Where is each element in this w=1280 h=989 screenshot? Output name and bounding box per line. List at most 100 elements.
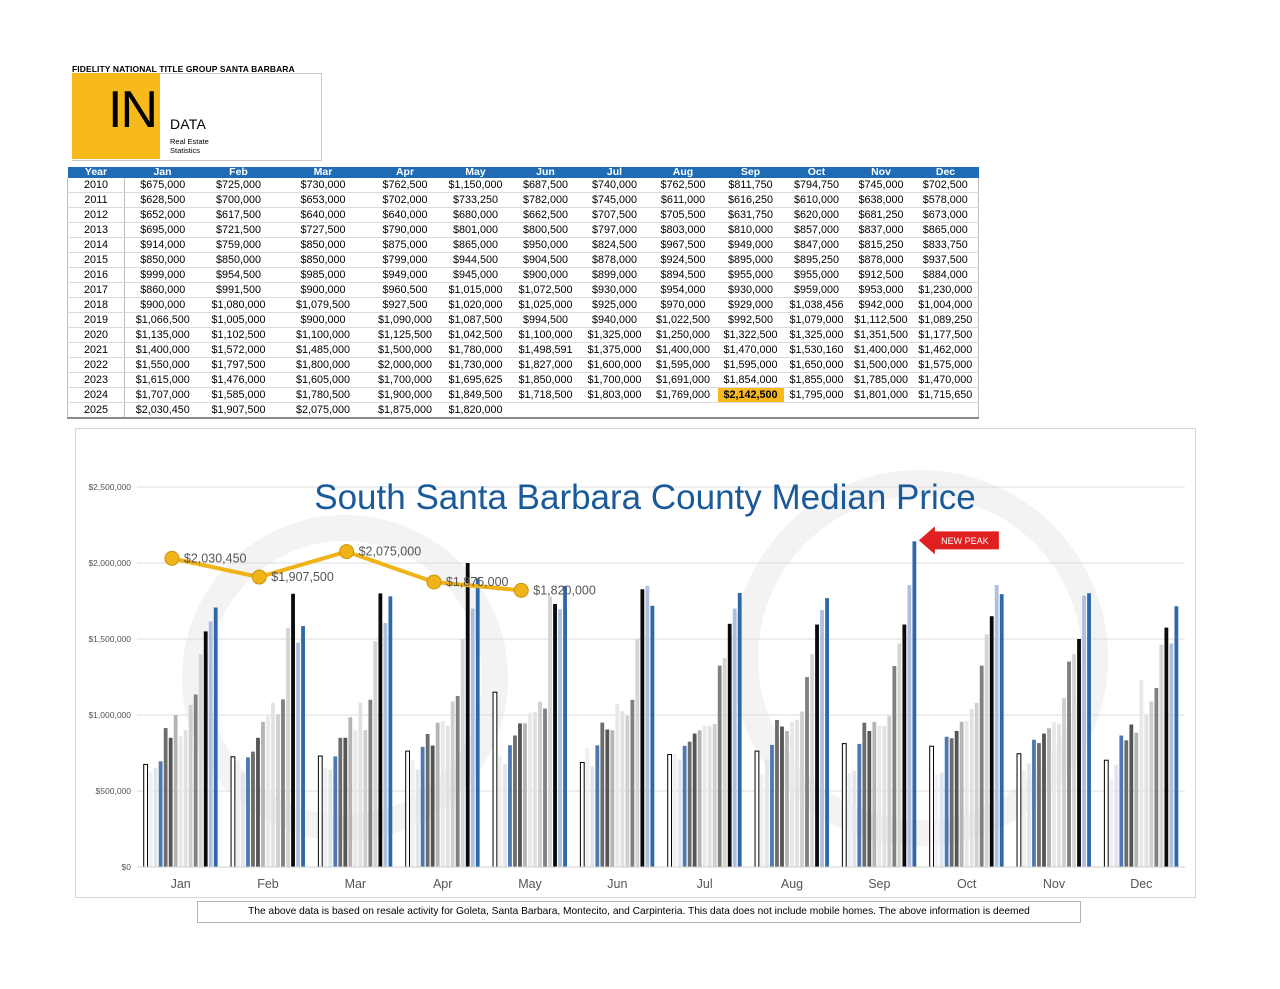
price-cell: $914,000 (124, 237, 201, 253)
year-cell: 2012 (67, 207, 125, 223)
price-cell: $1,150,000 (440, 178, 511, 193)
bar-2012-may (503, 763, 507, 867)
price-cell: $700,000 (200, 192, 277, 208)
bar-2022-jul (727, 623, 732, 867)
bar-2015-may (518, 723, 522, 867)
bar-2011-mar (323, 767, 328, 867)
bar-2014-mar (338, 737, 343, 867)
overlay-point-2025 (339, 544, 355, 560)
price-cell: $2,075,000 (276, 402, 370, 419)
price-cell: $949,000 (717, 237, 784, 253)
bar-2017-sep (877, 725, 882, 867)
year-cell: 2013 (67, 222, 125, 238)
column-header-oct: Oct (783, 167, 850, 178)
price-cell: $1,042,500 (440, 327, 511, 343)
price-cell: $1,079,500 (276, 297, 370, 313)
column-header-sep: Sep (717, 167, 784, 178)
price-cell: $1,022,500 (648, 312, 718, 328)
x-tick-label: Jan (171, 877, 191, 891)
price-cell: $1,102,500 (200, 327, 277, 343)
disclaimer-footer: The above data is based on resale activi… (197, 901, 1081, 923)
bar-2018-apr (445, 726, 450, 867)
price-cell: $894,500 (648, 267, 718, 283)
bar-2015-jan (168, 737, 173, 867)
bar-2020-sep (892, 665, 897, 867)
overlay-point-2025 (251, 569, 267, 585)
bar-2012-oct (939, 772, 944, 867)
table-row: 2015 $850,000 $850,000 $850,000 $799,000 $944… (67, 252, 979, 268)
price-cell: $800,500 (510, 222, 581, 238)
bar-2024-mar (388, 596, 393, 867)
y-tick-label: $0 (122, 862, 132, 872)
price-cell: $730,000 (276, 178, 370, 193)
table-row: 2021 $1,400,000 $1,572,000 $1,485,000 $1,500… (67, 342, 979, 358)
column-header-dec: Dec (912, 167, 979, 178)
y-tick-label: $2,500,000 (88, 482, 131, 492)
price-cell: $1,695,625 (440, 372, 511, 388)
bar-2022-nov (1077, 639, 1081, 867)
year-cell: 2025 (67, 402, 125, 419)
price-cell: $967,500 (648, 237, 718, 253)
price-cell: $759,000 (200, 237, 277, 253)
price-cell: $631,750 (717, 207, 784, 223)
bar-2023-oct (994, 585, 999, 867)
bar-2019-aug (800, 711, 804, 867)
price-cell: $675,000 (124, 178, 201, 193)
new-peak-arrow (918, 526, 999, 555)
price-cell: $733,250 (440, 192, 511, 208)
bar-2010-jan (143, 763, 149, 868)
bar-2022-jan (203, 631, 208, 867)
bar-2022-mar (378, 593, 383, 867)
bar-2010-feb (230, 756, 236, 868)
table-row: 2024 $1,707,000 $1,585,000 $1,780,500 $1,900… (67, 387, 979, 403)
bar-2010-aug (754, 750, 760, 868)
bar-2021-jun (635, 639, 640, 867)
bar-2010-dec (1103, 759, 1109, 868)
price-cell: $1,780,500 (276, 387, 370, 403)
bar-2012-dec (1114, 764, 1119, 867)
price-cell: $762,500 (648, 178, 718, 193)
bar-2012-jun (590, 766, 595, 867)
price-cell: $865,000 (440, 237, 511, 253)
table-row: 2013 $695,000 $721,500 $727,500 $790,000 $801… (67, 222, 979, 238)
price-cell: $850,000 (200, 252, 277, 268)
price-cell: $727,500 (276, 222, 370, 238)
bar-2021-oct (984, 634, 989, 867)
price-cell: $611,000 (648, 192, 718, 208)
bar-2015-jul (692, 733, 697, 867)
bar-2023-may (558, 609, 562, 867)
bar-2011-jun (585, 748, 590, 867)
bar-2020-apr (455, 695, 460, 867)
price-cell: $884,000 (912, 267, 979, 283)
bar-2012-mar (328, 769, 333, 867)
bar-2016-sep (872, 721, 877, 867)
year-cell: 2010 (67, 178, 125, 193)
year-cell: 2024 (67, 387, 125, 403)
price-cell: $803,000 (648, 222, 718, 238)
bar-2015-oct (954, 730, 959, 867)
bar-2018-may (533, 711, 537, 867)
price-cell: $1,470,000 (912, 372, 979, 388)
price-cell: $895,250 (783, 252, 850, 268)
bar-2016-jul (697, 730, 702, 867)
price-cell: $860,000 (124, 282, 201, 298)
brand-title: FIDELITY NATIONAL TITLE GROUP SANTA BARB… (72, 64, 295, 74)
bar-2017-aug (790, 721, 794, 867)
price-cell: $1,498,591 (510, 342, 581, 358)
bar-2016-mar (348, 717, 353, 867)
bar-2010-apr (405, 750, 411, 868)
price-cell: $1,125,500 (369, 327, 441, 343)
price-cell (717, 402, 784, 419)
bar-2010-jul (667, 754, 673, 868)
table-row: 2018 $900,000 $1,080,000 $1,079,500 $927,500… (67, 297, 979, 313)
price-cell: $2,142,500 (717, 387, 784, 403)
column-header-jan: Jan (124, 167, 201, 178)
price-cell: $1,400,000 (124, 342, 201, 358)
overlay-point-2025 (513, 582, 529, 598)
price-cell: $960,500 (369, 282, 441, 298)
price-cell: $1,769,000 (648, 387, 718, 403)
price-cell: $1,038,456 (783, 297, 850, 313)
price-cell: $1,400,000 (648, 342, 718, 358)
bar-2012-nov (1027, 763, 1031, 867)
logo-in-text: IN (108, 81, 158, 139)
